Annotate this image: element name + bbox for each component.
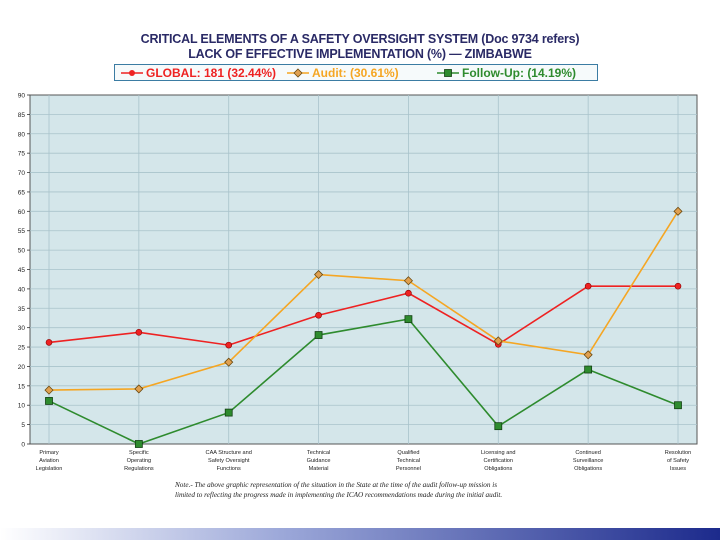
x-tick-label: Legislation: [36, 466, 63, 472]
x-tick-label: Resolution: [665, 450, 691, 456]
x-tick-label: Licensing and: [481, 450, 516, 456]
data-point-global: [405, 289, 412, 297]
note-line1: Note.- The above graphic representation …: [175, 481, 498, 489]
data-point-followup: [314, 331, 323, 339]
x-tick-label: Issues: [670, 466, 686, 472]
data-point-global: [135, 329, 143, 336]
y-tick-label: 65: [18, 189, 26, 196]
data-point-audit: [493, 336, 503, 346]
data-point-followup: [45, 397, 53, 405]
y-tick-label: 75: [18, 151, 26, 158]
legend-item-followup: Follow-Up: (14.19%): [437, 65, 576, 80]
y-tick-label: 55: [18, 228, 26, 235]
x-tick-label: Guidance: [307, 458, 331, 464]
y-tick-label: 0: [21, 442, 25, 449]
data-point-followup: [224, 408, 233, 417]
y-tick-label: 15: [18, 383, 26, 390]
data-point-followup: [494, 422, 503, 431]
y-tick-label: 90: [18, 93, 26, 100]
y-tick-label: 85: [18, 112, 26, 119]
x-tick-label: Operating: [127, 458, 152, 464]
legend-item-global: GLOBAL: 181 (32.44%): [121, 65, 276, 80]
data-point-audit: [224, 357, 234, 367]
chart-note: Note.- The above graphic representation …: [175, 480, 595, 500]
x-tick-label: Aviation: [39, 458, 59, 464]
y-tick-label: 80: [18, 131, 26, 138]
data-point-audit: [44, 385, 54, 395]
y-tick-label: 20: [18, 364, 26, 371]
x-tick-label: Technical: [307, 450, 330, 456]
x-tick-label: Obligations: [574, 466, 602, 472]
y-tick-label: 50: [18, 248, 26, 255]
x-tick-label: Personnel: [396, 466, 421, 472]
chart-title-line1: CRITICAL ELEMENTS OF A SAFETY OVERSIGHT …: [140, 32, 580, 46]
chart-legend: GLOBAL: 181 (32.44%) Audit: (30.61%) Fol…: [114, 64, 598, 81]
x-tick-label: Specific: [129, 450, 149, 456]
y-tick-label: 5: [21, 422, 25, 429]
legend-label-audit: Audit: (30.61%): [312, 65, 399, 80]
x-tick-label: Functions: [217, 466, 241, 472]
series-line-1: [48, 285, 678, 346]
y-tick-label: 25: [18, 345, 26, 352]
data-point-followup: [674, 401, 682, 410]
data-point-audit: [403, 276, 413, 286]
data-point-followup: [134, 440, 143, 448]
x-tick-label: CAA Structure and: [206, 450, 252, 456]
y-tick-label: 60: [18, 209, 26, 216]
data-point-global: [674, 282, 682, 290]
series-line-2: [48, 210, 679, 391]
y-tick-label: 10: [18, 403, 26, 410]
data-point-audit: [314, 269, 324, 280]
y-tick-label: 40: [18, 286, 26, 293]
line-chart: 0 5 10 15 20 25 30 35 40 45 50 55 60 65 70 75 80 85 90 Prim…: [18, 93, 698, 472]
data-point-followup: [404, 315, 413, 324]
data-point-audit: [673, 206, 683, 216]
x-tick-label: of Safety: [667, 458, 689, 464]
legend-marker-audit: [287, 67, 309, 78]
x-tick-label: Certification: [484, 458, 514, 464]
x-tick-label: Continued: [575, 450, 601, 456]
x-tick-label: Surveillance: [573, 458, 603, 464]
x-tick-label: Material: [309, 466, 329, 472]
legend-marker-global: [121, 69, 143, 76]
footer-gradient-bar: [0, 528, 720, 540]
y-tick-label: 35: [18, 306, 26, 313]
y-tick-label: 45: [18, 267, 26, 274]
note-line2: limited to reflecting the progress made …: [175, 491, 503, 499]
legend-marker-followup: [437, 68, 459, 77]
data-point-audit: [583, 350, 593, 360]
data-point-followup: [584, 365, 593, 374]
data-point-global: [45, 339, 53, 346]
chart-title-line2: LACK OF EFFECTIVE IMPLEMENTATION (%) — Z…: [188, 47, 532, 61]
series-line-3: [48, 318, 679, 445]
x-tick-label: Regulations: [124, 466, 154, 472]
x-tick-label: Safety Oversight: [208, 458, 250, 464]
data-point-global: [584, 282, 592, 290]
y-tick-label: 30: [18, 325, 26, 332]
data-point-audit: [134, 384, 144, 394]
x-tick-label: Obligations: [484, 466, 512, 472]
x-tick-label: Primary: [39, 450, 58, 456]
x-tick-label: Qualified: [397, 450, 419, 456]
legend-item-audit: Audit: (30.61%): [287, 65, 399, 80]
legend-label-global: GLOBAL: 181 (32.44%): [146, 65, 277, 80]
data-point-global: [225, 341, 233, 349]
x-tick-label: Technical: [397, 458, 420, 464]
y-tick-label: 70: [18, 170, 26, 177]
data-point-global: [315, 311, 322, 319]
legend-label-followup: Follow-Up: (14.19%): [462, 65, 577, 80]
